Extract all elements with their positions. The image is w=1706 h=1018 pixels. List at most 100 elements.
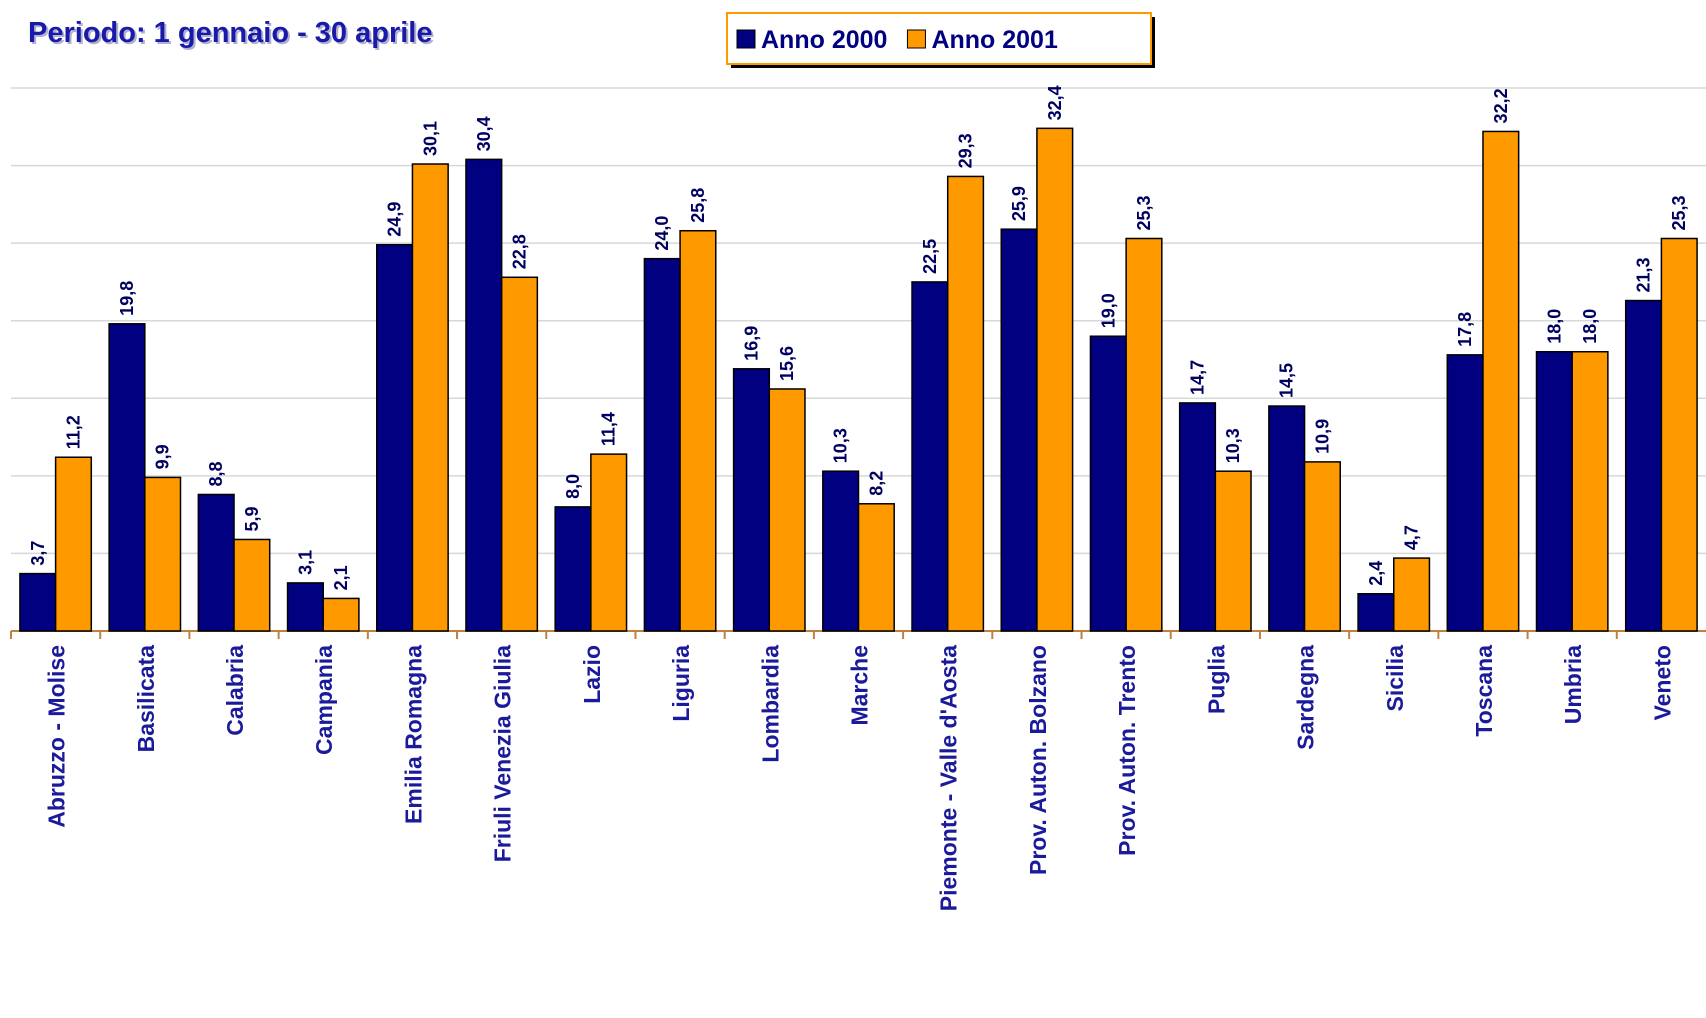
value-label: 16,9 [741,326,761,361]
value-label: 18,0 [1544,309,1564,344]
value-label: 19,8 [117,281,137,316]
x-tick-label: Abruzzo - Molise [44,645,70,828]
x-tick-label: Campania [311,645,337,755]
x-tick-label: Prov. Auton. Bolzano [1025,645,1051,875]
x-tick-label: Toscana [1471,645,1497,737]
legend-box [726,12,1152,65]
value-label: 8,8 [206,461,226,486]
x-tick-label: Emilia Romagna [400,645,426,824]
bar [768,388,806,632]
value-label: 11,4 [599,412,619,446]
bar [732,368,771,632]
bar [233,538,271,632]
x-tick-label: Umbria [1560,645,1586,724]
value-label: 19,0 [1098,293,1118,328]
bar [857,503,895,632]
bar [946,175,985,632]
x-tick-label: Friuli Venezia Giulia [490,645,516,862]
bar [1268,405,1306,632]
value-label: 21,3 [1634,257,1654,292]
bar [1535,350,1573,632]
bar [1660,237,1698,632]
bar [1571,350,1609,632]
bar [1000,228,1038,632]
value-label: 25,3 [1669,195,1689,230]
value-label: 9,9 [153,444,173,469]
value-label: 8,2 [866,471,886,496]
value-label: 32,4 [1045,85,1065,120]
x-tick-label: Calabria [222,645,248,736]
legend-swatch [736,29,756,49]
x-tick-label: Lazio [579,645,605,704]
bar [1482,130,1520,632]
value-label: 11,2 [63,415,83,449]
bar [590,453,628,632]
value-label: 32,2 [1491,88,1511,123]
x-tick-label: Basilicata [133,645,159,753]
bar [54,456,93,632]
value-label: 25,8 [688,188,708,223]
bar [1125,237,1163,632]
bar [643,257,681,632]
bar [286,582,324,632]
bar [1178,402,1217,632]
value-label: 10,3 [831,428,851,463]
bar [822,470,860,632]
x-tick-label: Puglia [1203,645,1229,714]
bar [376,243,414,632]
legend-label: Anno 2000 [761,26,887,54]
bar [911,281,949,632]
x-tick-label: Veneto [1649,645,1675,720]
bar [108,323,146,632]
bar [1357,593,1395,632]
x-tick-label: Marche [847,645,873,726]
value-label: 30,4 [474,116,494,151]
value-label: 30,1 [420,121,440,156]
value-label: 25,9 [1009,186,1029,221]
title-shadow: Periodo: 1 gennaio - 30 aprile [30,19,435,51]
value-label: 24,9 [385,202,405,237]
value-label: 4,7 [1402,525,1422,550]
value-label: 29,3 [956,133,976,168]
bar [144,476,182,632]
x-tick-label: Piemonte - Valle d'Aosta [936,645,962,911]
value-label: 22,5 [920,239,940,274]
value-label: 18,0 [1580,309,1600,344]
bar [500,276,539,632]
bar [679,229,717,632]
bar [322,597,360,632]
value-label: 17,8 [1455,312,1475,347]
value-label: 14,5 [1277,363,1297,398]
bar [19,572,57,632]
x-tick-label: Sardegna [1293,645,1319,750]
bar [1214,470,1252,632]
bar [465,158,503,632]
bar [1446,354,1484,632]
bar [1624,299,1663,632]
x-tick-label: Sicilia [1382,645,1408,712]
bar [1089,335,1127,632]
value-label: 2,4 [1366,561,1386,586]
value-label: 3,7 [28,541,48,566]
value-label: 2,1 [331,565,351,590]
value-label: 15,6 [777,346,797,381]
bar [1036,127,1074,632]
bar [554,506,592,632]
value-label: 5,9 [242,506,262,531]
value-label: 25,3 [1134,195,1154,230]
value-label: 10,3 [1223,428,1243,463]
bar [1303,461,1341,632]
x-tick-label: Lombardia [757,645,783,763]
bar [411,163,449,632]
value-label: 14,7 [1188,360,1208,395]
value-label: 22,8 [510,234,530,269]
value-label: 3,1 [295,550,315,575]
bar [1393,557,1431,632]
value-label: 8,0 [563,474,583,499]
value-label: 24,0 [652,216,672,251]
legend-label: Anno 2001 [931,26,1058,54]
bar [197,493,235,632]
legend-swatch [906,29,926,49]
x-tick-label: Prov. Auton. Trento [1114,645,1140,856]
